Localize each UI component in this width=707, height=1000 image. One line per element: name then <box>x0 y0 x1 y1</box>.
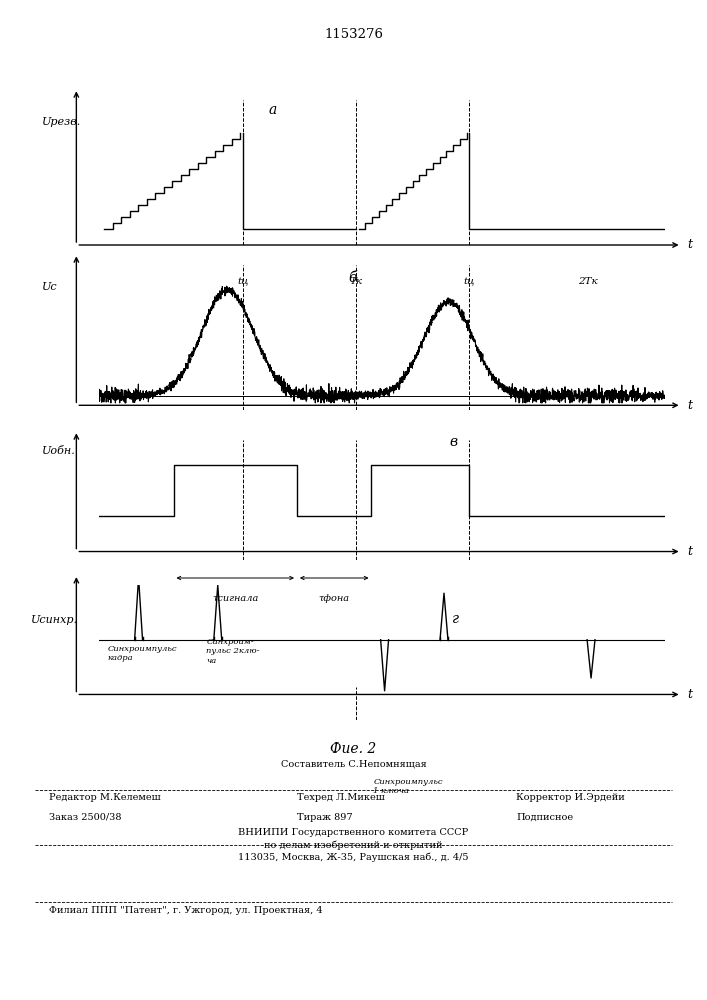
Text: Филиал ППП "Патент", г. Ужгород, ул. Проектная, 4: Филиал ППП "Патент", г. Ужгород, ул. Про… <box>49 906 323 915</box>
Text: 113035, Москва, Ж-35, Раушская наб., д. 4/5: 113035, Москва, Ж-35, Раушская наб., д. … <box>238 852 469 861</box>
Text: Uобн.: Uобн. <box>42 446 76 456</box>
Text: Uсинхр.: Uсинхр. <box>31 615 78 625</box>
Text: τсигнала: τсигнала <box>212 594 259 603</box>
Text: 1153276: 1153276 <box>324 28 383 41</box>
Text: t: t <box>687 238 692 251</box>
Text: Редактор М.Келемеш: Редактор М.Келемеш <box>49 793 161 802</box>
Text: Uрезв.: Uрезв. <box>42 117 82 127</box>
Text: tц: tц <box>238 277 249 286</box>
Text: Синхроимпульс
кадра: Синхроимпульс кадра <box>107 645 177 662</box>
Text: t: t <box>687 688 692 701</box>
Text: Uc: Uc <box>42 282 58 292</box>
Text: а: а <box>269 104 277 117</box>
Text: б: б <box>348 271 356 285</box>
Text: t: t <box>687 545 692 558</box>
Text: г: г <box>452 612 460 626</box>
Text: в: в <box>450 435 457 449</box>
Text: Техред Л.Микеш: Техред Л.Микеш <box>297 793 385 802</box>
Text: Синхроим-
пульс 2клю-
ча: Синхроим- пульс 2клю- ча <box>206 638 260 665</box>
Text: Корректор И.Эрдейи: Корректор И.Эрдейи <box>516 793 625 802</box>
Text: Подписное: Подписное <box>516 813 573 822</box>
Text: Тираж 897: Тираж 897 <box>297 813 353 822</box>
Text: 2Tк: 2Tк <box>578 277 597 286</box>
Text: Заказ 2500/38: Заказ 2500/38 <box>49 813 122 822</box>
Text: tц: tц <box>464 277 475 286</box>
Text: по делам изобретений и открытий: по делам изобретений и открытий <box>264 840 443 850</box>
Text: ВНИИПИ Государственного комитета СССР: ВНИИПИ Государственного комитета СССР <box>238 828 469 837</box>
Text: τфона: τфона <box>319 594 350 603</box>
Text: t: t <box>687 399 692 412</box>
Text: Составитель С.Непомнящая: Составитель С.Непомнящая <box>281 759 426 768</box>
Text: Tк: Tк <box>349 277 363 286</box>
Text: Фие. 2: Фие. 2 <box>330 742 377 756</box>
Text: Синхроимпульс
1 ключа: Синхроимпульс 1 ключа <box>373 778 443 795</box>
